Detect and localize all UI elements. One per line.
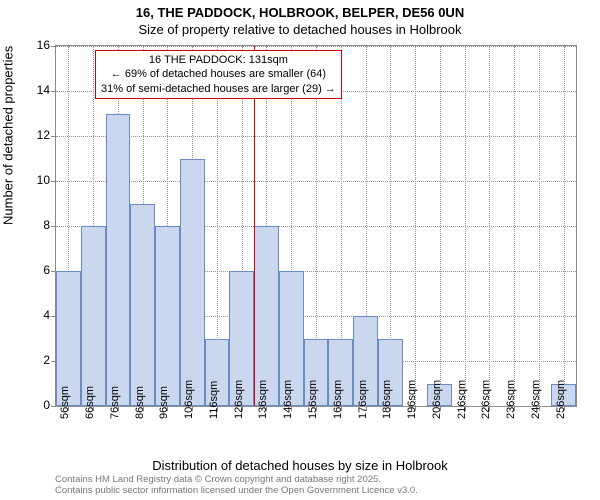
histogram-bar [106, 114, 131, 407]
x-axis-label: Distribution of detached houses by size … [0, 458, 600, 473]
y-tick [51, 46, 56, 47]
grid-line-v [514, 46, 515, 406]
grid-line-v [539, 46, 540, 406]
y-tick-label: 14 [20, 83, 50, 97]
y-tick [51, 226, 56, 227]
histogram-bar [180, 159, 205, 407]
y-tick-label: 4 [20, 308, 50, 322]
y-tick [51, 181, 56, 182]
annotation-line3: 31% of semi-detached houses are larger (… [101, 82, 336, 96]
histogram-bar [130, 204, 155, 407]
grid-line-v [465, 46, 466, 406]
y-tick-label: 10 [20, 173, 50, 187]
chart-title-main: 16, THE PADDOCK, HOLBROOK, BELPER, DE56 … [0, 5, 600, 20]
y-tick [51, 136, 56, 137]
reference-line [254, 46, 255, 406]
grid-line-v [564, 46, 565, 406]
histogram-bar [155, 226, 180, 406]
annotation-line1: 16 THE PADDOCK: 131sqm [101, 53, 336, 67]
y-tick-label: 12 [20, 128, 50, 142]
annotation-line2: ← 69% of detached houses are smaller (64… [101, 67, 336, 81]
annotation-box: 16 THE PADDOCK: 131sqm← 69% of detached … [95, 50, 342, 99]
y-tick-label: 8 [20, 218, 50, 232]
grid-line-v [440, 46, 441, 406]
y-tick-label: 16 [20, 38, 50, 52]
y-tick [51, 406, 56, 407]
y-tick-label: 0 [20, 398, 50, 412]
footer-line2: Contains public sector information licen… [55, 486, 418, 497]
plot-area [55, 45, 577, 407]
histogram-bar [254, 226, 279, 406]
y-tick-label: 2 [20, 353, 50, 367]
footer-attribution: Contains HM Land Registry data © Crown c… [55, 475, 418, 497]
y-tick [51, 91, 56, 92]
y-tick-label: 6 [20, 263, 50, 277]
histogram-bar [81, 226, 106, 406]
grid-line-v [489, 46, 490, 406]
grid-line-v [415, 46, 416, 406]
y-axis-label: Number of detached properties [1, 46, 16, 225]
chart-title-sub: Size of property relative to detached ho… [0, 22, 600, 37]
